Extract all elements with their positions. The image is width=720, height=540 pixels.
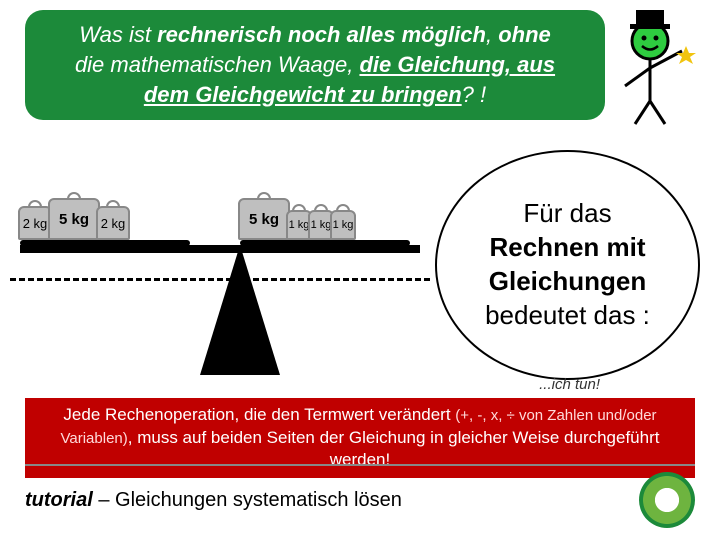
magician-icon bbox=[600, 6, 700, 126]
footer: tutorial – Gleichungen systematisch löse… bbox=[25, 464, 695, 528]
banner-l3a: dem Gleichgewicht zu bringen bbox=[144, 82, 462, 107]
footer-title: Gleichungen systematisch lösen bbox=[115, 489, 402, 511]
logo-icon bbox=[639, 472, 695, 528]
weight-label: 2 kg bbox=[23, 216, 48, 231]
scale-pivot bbox=[200, 245, 280, 375]
banner-l1c: , bbox=[486, 22, 498, 47]
weights-left: 2 kg 5 kg 2 kg bbox=[22, 198, 130, 240]
banner-l2a: die mathematischen Waage, bbox=[75, 52, 360, 77]
question-banner: Was ist rechnerisch noch alles möglich, … bbox=[25, 10, 605, 120]
weight-label: 2 kg bbox=[101, 216, 126, 231]
bubble-l2: Rechnen mit Gleichungen bbox=[489, 232, 646, 296]
balance-scale: 2 kg 5 kg 2 kg 5 kg 1 kg 1 kg 1 kg bbox=[10, 150, 430, 370]
bubble-l1: Für das bbox=[523, 198, 611, 228]
weight: 1 kg bbox=[330, 210, 356, 240]
weight-label: 1 kg bbox=[311, 219, 332, 231]
banner-l3b: ? ! bbox=[462, 82, 486, 107]
weight-label: 5 kg bbox=[59, 211, 89, 228]
banner-l1a: Was ist bbox=[79, 22, 157, 47]
hint-text: ...ich tun! bbox=[539, 376, 600, 393]
weight: 5 kg bbox=[238, 198, 290, 240]
bubble-l3: bedeutet das : bbox=[485, 300, 650, 330]
weight: 2 kg bbox=[96, 206, 130, 240]
weight: 5 kg bbox=[48, 198, 100, 240]
rule-t1: Jede Rechenoperation, die den Termwert v… bbox=[63, 405, 455, 424]
banner-text: Was ist rechnerisch noch alles möglich, … bbox=[75, 20, 555, 109]
weights-right: 5 kg 1 kg 1 kg 1 kg bbox=[242, 198, 356, 240]
weight-label: 1 kg bbox=[289, 219, 310, 231]
rule-text: Jede Rechenoperation, die den Termwert v… bbox=[39, 404, 681, 473]
weight-label: 1 kg bbox=[333, 219, 354, 231]
footer-brand: tutorial bbox=[25, 489, 93, 511]
banner-l1d: ohne bbox=[498, 22, 551, 47]
banner-l1b: rechnerisch noch alles möglich bbox=[157, 22, 486, 47]
footer-sep: – bbox=[93, 489, 115, 511]
speech-bubble: Für das Rechnen mit Gleichungen bedeutet… bbox=[435, 150, 700, 380]
slide: Was ist rechnerisch noch alles möglich, … bbox=[0, 0, 720, 540]
bubble-text: Für das Rechnen mit Gleichungen bedeutet… bbox=[457, 197, 678, 332]
footer-text: tutorial – Gleichungen systematisch löse… bbox=[25, 489, 402, 512]
weight: 2 kg bbox=[18, 206, 52, 240]
weight-label: 5 kg bbox=[249, 211, 279, 228]
banner-l2b: die Gleichung, aus bbox=[359, 52, 555, 77]
